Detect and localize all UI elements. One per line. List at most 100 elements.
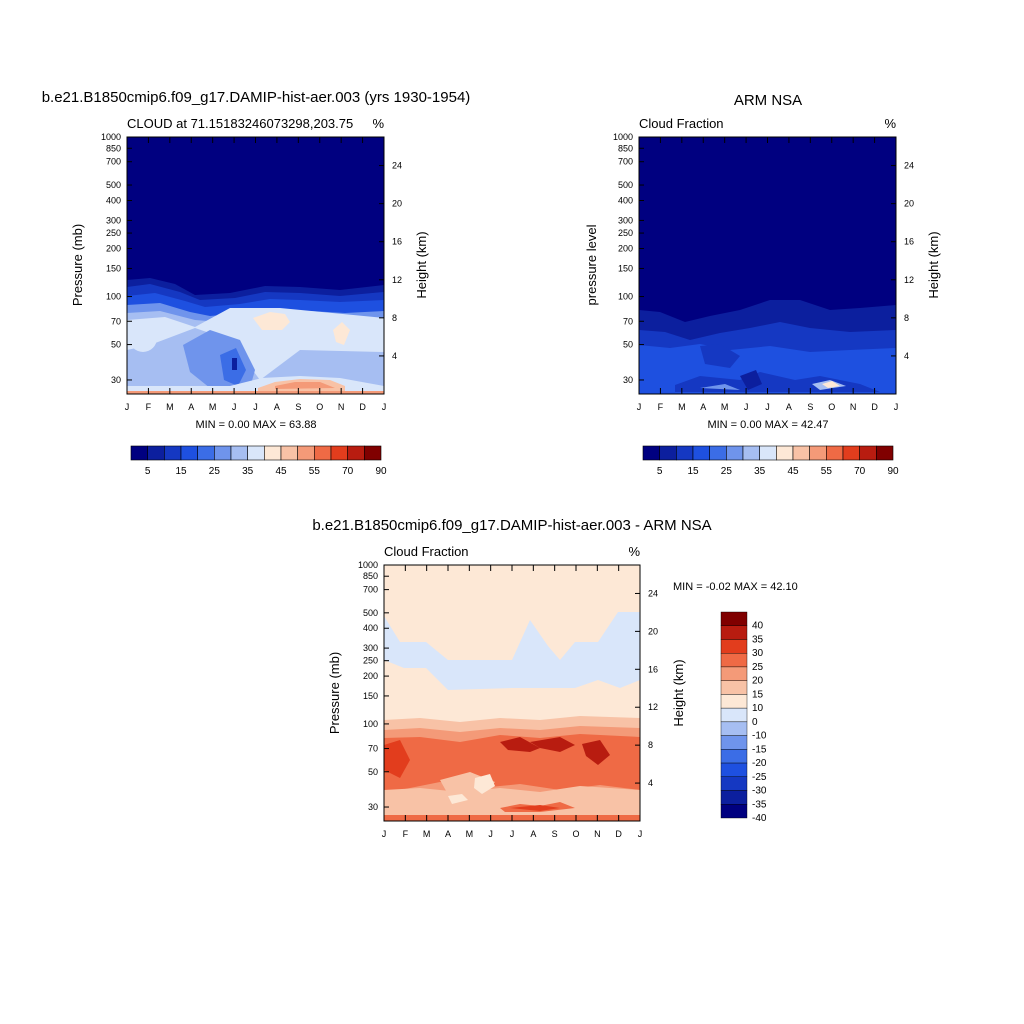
panel-model-y-tick-label: 300 [106,215,121,225]
panel-diff-x-tick-label: O [572,829,579,839]
panel-diff-colorbar-swatch [720,625,748,640]
panel-diff-colorbar-label: 0 [752,717,758,728]
panel-obs-colorbar-label: 45 [787,466,799,477]
panel-obs-colorbar-swatch [876,445,894,461]
panel-obs-stats: MIN = 0.00 MAX = 42.47 [707,419,828,431]
panel-model-y-tick-label: 150 [106,263,121,273]
panel-model-plot-area [126,136,385,395]
panel-obs-colorbar-label: 5 [657,466,663,477]
panel-obs-y2-tick-label: 20 [904,199,914,209]
panel-obs-x-tick-label: A [786,402,792,412]
panel-diff-colorbar: 40 35 30 25 20 15 10 0 -10 -15 -20 -25 -30 -35 -40 [720,611,767,824]
panel-obs-subtitle-right: % [884,116,896,131]
panel-obs-y2-tick-label: 4 [904,351,909,361]
panel-obs-y-label: pressure level [584,224,599,305]
panel-model-colorbar-swatch [180,445,198,461]
panel-diff-x-tick-label: J [638,829,643,839]
panel-diff-colorbar-swatch [720,694,748,709]
panel-model-colorbar-label: 15 [175,466,187,477]
panel-model-x-tick-label: D [359,402,366,412]
panel-diff-title: b.e21.B1850cmip6.f09_g17.DAMIP-hist-aer.… [312,517,711,534]
panel-diff: b.e21.B1850cmip6.f09_g17.DAMIP-hist-aer.… [312,517,797,839]
panel-diff-y-tick-label: 700 [363,585,378,595]
panel-model-y-tick-label: 400 [106,195,121,205]
panel-obs-colorbar-label: 35 [754,466,766,477]
panel-obs-colorbar-swatch [709,445,727,461]
panel-diff-x-tick-label: J [510,829,515,839]
panel-obs-colorbar-swatch [842,445,860,461]
panel-obs-axes: J F M A M J J A S O N D J 30 50 70 100 150 200 250 300 400 500… [613,132,914,412]
panel-model-y2-tick-label: 24 [392,161,402,171]
panel-obs-x-tick-label: J [765,402,770,412]
panel-diff-y2-tick-label: 4 [648,778,653,788]
panel-obs-colorbar-swatch [659,445,677,461]
panel-model-x-tick-label: J [253,402,258,412]
panel-obs-x-tick-label: F [658,402,664,412]
panel-model-colorbar: 5 15 25 35 45 55 70 90 [130,445,387,477]
panel-diff-colorbar-label: 10 [752,703,764,714]
panel-diff-y2-tick-label: 24 [648,588,658,598]
panel-obs-y2-tick-label: 8 [904,313,909,323]
panel-model-y-tick-label: 1000 [101,132,121,142]
panel-model: b.e21.B1850cmip6.f09_g17.DAMIP-hist-aer.… [42,89,471,477]
panel-model-x-tick-label: N [338,402,345,412]
panel-diff-y-tick-label: 850 [363,571,378,581]
panel-obs-colorbar: 5 15 25 35 45 55 70 90 [642,445,899,477]
panel-obs-colorbar-swatch [826,445,844,461]
panel-diff-y2-label: Height (km) [671,659,686,726]
panel-diff-x-tick-label: D [615,829,622,839]
panel-obs-x-tick-label: D [871,402,878,412]
panel-obs-x-tick-label: A [700,402,706,412]
panel-model-title: b.e21.B1850cmip6.f09_g17.DAMIP-hist-aer.… [42,89,471,106]
panel-obs-colorbar-label: 55 [821,466,833,477]
panel-obs-colorbar-label: 25 [721,466,733,477]
panel-obs-y-tick-label: 300 [618,215,633,225]
panel-model-colorbar-label: 25 [209,466,221,477]
panel-obs-y-tick-label: 1000 [613,132,633,142]
panel-model-colorbar-swatch [280,445,298,461]
panel-diff-colorbar-label: 35 [752,634,764,645]
panel-diff-y-tick-label: 70 [368,744,378,754]
panel-model-x-tick-label: J [232,402,237,412]
panel-model-colorbar-swatch [164,445,182,461]
panel-diff-x-tick-label: F [403,829,409,839]
panel-diff-colorbar-label: 15 [752,689,764,700]
panel-model-y-tick-label: 50 [111,340,121,350]
panel-obs-x-tick-label: J [744,402,749,412]
panel-diff-colorbar-swatch [720,776,748,791]
panel-obs-colorbar-swatch [642,445,660,461]
panel-model-x-tick-label: A [274,402,280,412]
panel-diff-colorbar-label: -35 [752,799,767,810]
panel-obs-y-tick-label: 850 [618,143,633,153]
panel-obs-x-tick-label: J [894,402,899,412]
panel-diff-colorbar-label: 40 [752,621,764,632]
panel-diff-colorbar-swatch [720,707,748,723]
panel-model-x-tick-label: J [125,402,130,412]
panel-diff-y-tick-label: 250 [363,656,378,666]
panel-diff-colorbar-swatch [720,735,748,750]
panel-model-y-tick-label: 100 [106,292,121,302]
panel-model-colorbar-swatch [347,445,365,461]
panel-diff-y2-tick-label: 12 [648,702,658,712]
panel-diff-colorbar-label: 30 [752,648,764,659]
panel-model-y2-tick-label: 4 [392,351,397,361]
panel-obs-y2-tick-label: 16 [904,237,914,247]
panel-model-stats: MIN = 0.00 MAX = 63.88 [195,419,316,431]
panel-diff-x-tick-label: N [594,829,601,839]
panel-model-x-tick-label: A [188,402,194,412]
panel-diff-colorbar-label: -15 [752,744,767,755]
panel-diff-y-tick-label: 30 [368,802,378,812]
panel-diff-y-tick-label: 100 [363,719,378,729]
panel-obs-y-tick-label: 70 [623,316,633,326]
panel-diff-axes: J F M A M J J A S O N D J 30 50 70 100 150 200 250 300 400 500… [358,560,658,839]
panel-obs-y-tick-label: 700 [618,157,633,167]
panel-model-colorbar-swatch [147,445,165,461]
panel-diff-colorbar-swatch [720,762,748,777]
panel-diff-colorbar-label: -10 [752,731,767,742]
panel-obs-y-tick-label: 30 [623,375,633,385]
panel-model-colorbar-label: 90 [375,466,387,477]
panel-obs: ARM NSA Cloud Fraction % J F M A M J J A S O N D J 30… [584,92,941,477]
panel-obs-colorbar-swatch [759,445,777,461]
panel-diff-colorbar-label: -25 [752,772,767,783]
